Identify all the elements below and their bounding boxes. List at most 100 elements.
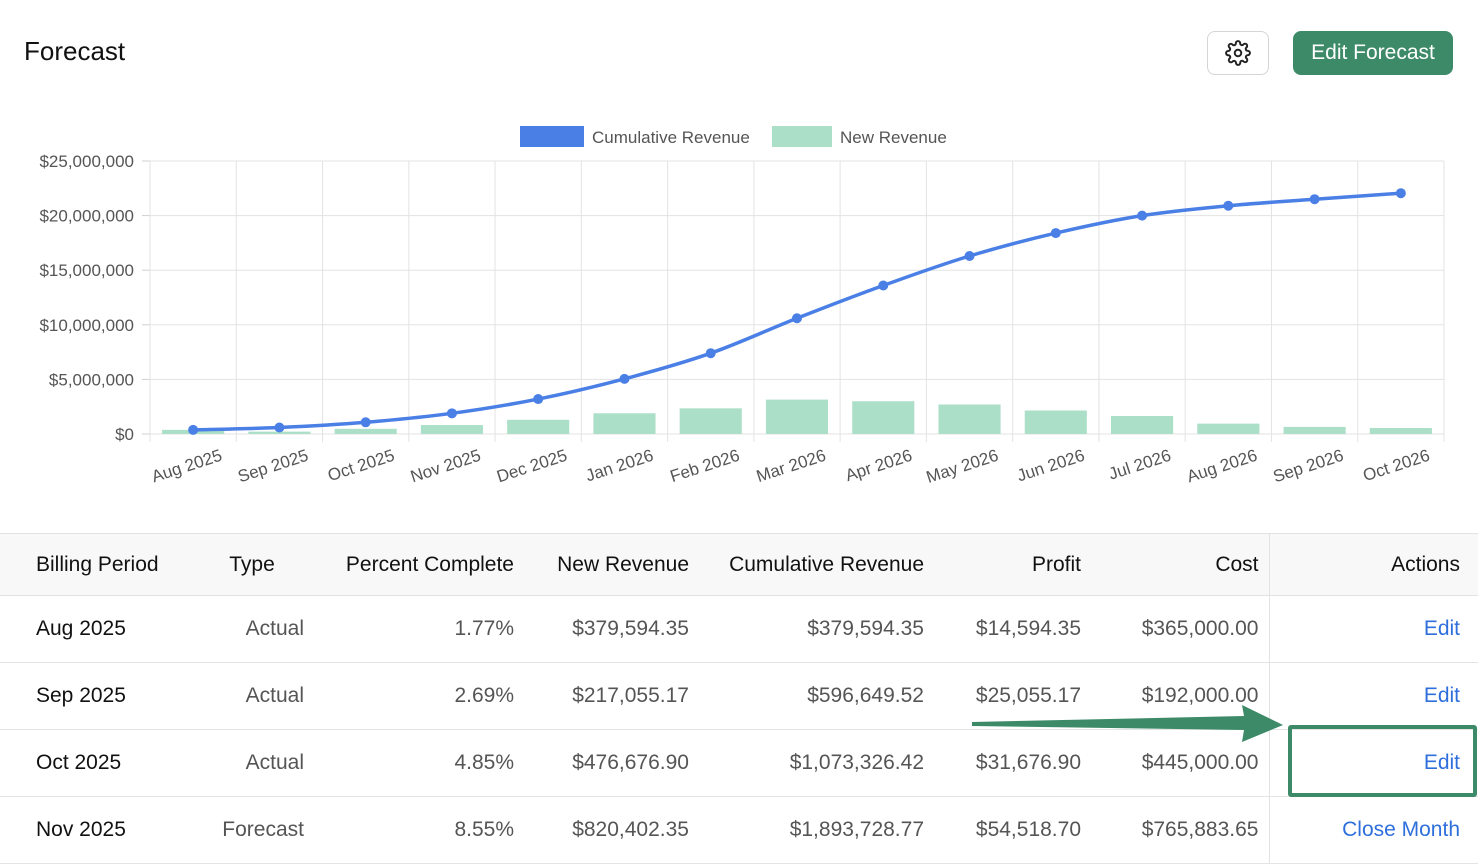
cell-actions: Close Month (1268, 796, 1478, 864)
cumulative-revenue-point (188, 424, 199, 435)
new-revenue-bar (1283, 426, 1346, 434)
x-tick-label: Aug 2026 (1184, 446, 1259, 487)
col-cumulative-revenue: Cumulative Revenue (729, 552, 924, 576)
cell-cumulative: $1,893,728.77 (789, 818, 924, 841)
page-header: Forecast Edit Forecast (0, 0, 1480, 100)
x-tick-label: Oct 2025 (325, 446, 396, 485)
cumulative-revenue-point (705, 348, 716, 359)
col-type: Type (229, 552, 275, 576)
y-tick-label: $0 (115, 425, 134, 444)
cell-cumulative: $1,073,326.42 (789, 751, 924, 774)
cell-percent: 8.55% (454, 818, 514, 841)
x-tick-label: Jun 2026 (1015, 446, 1087, 486)
new-revenue-bar (334, 428, 397, 434)
revenue-chart-svg: $0 $5,000,000 $10,000,000 $15,000,000 $20,00… (39, 126, 1445, 487)
cell-type: Forecast (222, 818, 304, 841)
cell-profit: $54,518.70 (975, 818, 1081, 841)
new-revenue-bar (507, 419, 570, 434)
y-tick-label: $20,000,000 (39, 207, 134, 226)
cell-new-revenue: $820,402.35 (572, 818, 689, 841)
col-profit: Profit (1031, 552, 1081, 576)
cell-actions: Edit (1268, 595, 1478, 663)
new-revenue-bar (679, 408, 742, 434)
billing-table: Billing Period Type Percent Complete New… (0, 533, 1478, 864)
y-tick-label: $15,000,000 (39, 261, 134, 280)
table-header-row: Billing Period Type Percent Complete New… (0, 533, 1478, 596)
table-row: Nov 2025 Forecast 8.55% $820,402.35 $1,8… (0, 796, 1478, 864)
cell-type: Actual (245, 684, 304, 707)
new-revenue-bar (852, 401, 915, 434)
cell-new-revenue: $379,594.35 (572, 617, 689, 640)
x-tick-label: Mar 2026 (754, 446, 828, 486)
col-percent-complete: Percent Complete (345, 552, 514, 576)
close-month-link[interactable]: Close Month (1342, 818, 1460, 841)
new-revenue-bar (248, 431, 311, 434)
new-revenue-bar (1369, 427, 1432, 434)
cell-profit: $31,676.90 (975, 751, 1081, 774)
cumulative-revenue-line (193, 191, 1401, 432)
cell-cumulative: $379,594.35 (807, 617, 924, 640)
x-tick-label: May 2026 (924, 446, 1001, 487)
cell-cost: $365,000.00 (1141, 617, 1259, 640)
cell-percent: 1.77% (454, 617, 514, 640)
billing-table-container: Billing Period Type Percent Complete New… (0, 533, 1480, 864)
edit-link[interactable]: Edit (1423, 617, 1460, 640)
cell-profit: $14,594.35 (975, 617, 1081, 640)
legend-swatch (772, 126, 832, 147)
cumulative-revenue-point (964, 251, 975, 262)
y-tick-label: $10,000,000 (39, 316, 134, 335)
cell-cost: $765,883.65 (1141, 818, 1259, 841)
cell-period: Nov 2025 (36, 818, 126, 841)
cell-new-revenue: $217,055.17 (572, 684, 689, 707)
edit-link[interactable]: Edit (1423, 751, 1460, 774)
settings-button[interactable] (1207, 31, 1269, 75)
new-revenue-bar (1197, 423, 1260, 434)
table-row: Aug 2025 Actual 1.77% $379,594.35 $379,5… (0, 595, 1478, 663)
col-cost: Cost (1215, 552, 1259, 576)
cumulative-revenue-point (1395, 188, 1406, 199)
cumulative-revenue-point (1137, 210, 1148, 221)
cumulative-revenue-point (446, 408, 457, 419)
cumulative-revenue-point (792, 313, 802, 324)
cell-period: Sep 2025 (36, 684, 126, 707)
x-tick-label: Oct 2026 (1361, 446, 1432, 485)
cumulative-revenue-point (360, 417, 371, 428)
x-tick-label: Nov 2025 (408, 446, 483, 487)
revenue-chart: $0 $5,000,000 $10,000,000 $15,000,000 $20,00… (0, 110, 1480, 510)
x-tick-label: Dec 2025 (494, 446, 569, 487)
edit-forecast-button[interactable]: Edit Forecast (1293, 31, 1453, 75)
cell-percent: 2.69% (454, 684, 514, 707)
cumulative-revenue-point (619, 373, 630, 384)
edit-link[interactable]: Edit (1423, 684, 1460, 707)
table-row: Sep 2025 Actual 2.69% $217,055.17 $596,6… (0, 662, 1478, 730)
col-new-revenue: New Revenue (557, 552, 689, 576)
legend-label: Cumulative Revenue (592, 128, 750, 147)
cell-percent: 4.85% (454, 751, 514, 774)
cell-actions: Edit (1268, 729, 1478, 797)
cell-cumulative: $596,649.52 (807, 684, 924, 707)
new-revenue-bar (765, 399, 829, 434)
x-tick-label: Jul 2026 (1106, 446, 1173, 484)
cumulative-revenue-point (878, 280, 889, 291)
cell-actions: Edit (1268, 662, 1478, 730)
cell-profit: $25,055.17 (975, 684, 1081, 707)
cell-type: Actual (245, 751, 304, 774)
legend-swatch (520, 126, 584, 147)
new-revenue-bar (1111, 415, 1174, 434)
cell-new-revenue: $476,676.90 (572, 751, 689, 774)
cumulative-revenue-point (274, 422, 285, 433)
cell-cost: $445,000.00 (1141, 751, 1259, 774)
x-tick-label: Jan 2026 (583, 446, 655, 486)
cumulative-revenue-point (533, 394, 544, 405)
page-title: Forecast (24, 36, 126, 66)
cell-period: Oct 2025 (36, 751, 122, 774)
x-tick-label: Apr 2026 (843, 446, 914, 485)
cell-period: Aug 2025 (36, 617, 126, 640)
new-revenue-bar (593, 413, 656, 434)
col-actions: Actions (1268, 533, 1478, 596)
x-tick-label: Sep 2025 (236, 446, 311, 487)
new-revenue-bar (1024, 410, 1087, 434)
new-revenue-bar (938, 404, 1001, 434)
col-billing-period: Billing Period (36, 552, 159, 576)
cumulative-revenue-point (1309, 194, 1320, 205)
